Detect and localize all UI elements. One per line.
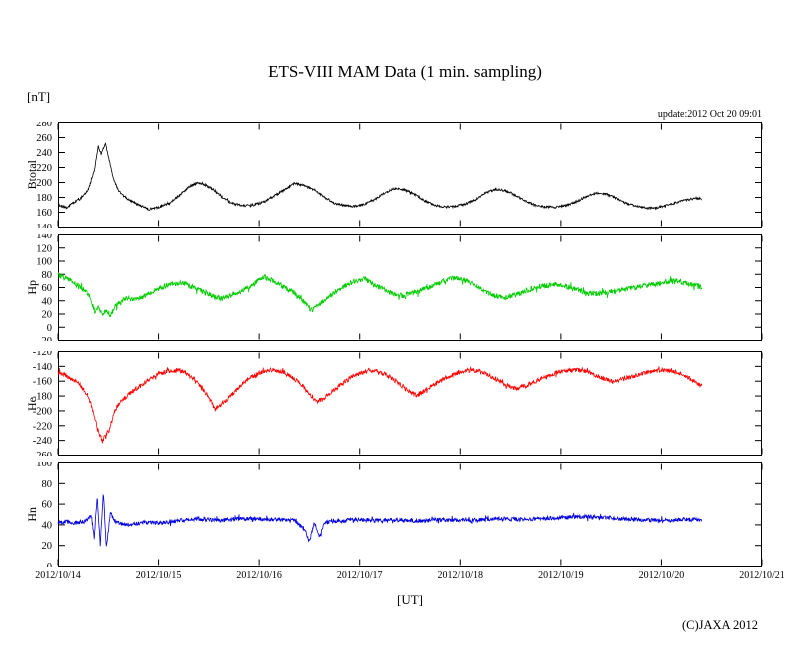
hn-plot: 0 20 40 60 80 100 xyxy=(36,462,763,567)
ylabel-hn: Hn xyxy=(24,507,39,522)
y-tick-label: 80 xyxy=(42,479,53,490)
ylabel-box-hp: Hp xyxy=(22,234,42,341)
x-tick-label: 2012/10/17 xyxy=(336,570,383,581)
y-tick-label: -220 xyxy=(33,421,52,432)
chart-title: ETS-VIII MAM Data (1 min. sampling) xyxy=(268,62,542,81)
y-tick-label: -120 xyxy=(33,351,52,358)
x-tick-label: 2012/10/15 xyxy=(135,570,182,581)
ylabel-he: He xyxy=(24,396,39,411)
x-tick-label: 2012/10/20 xyxy=(638,570,685,581)
y-tick-label: 140 xyxy=(36,223,52,228)
y-tick-label: 280 xyxy=(36,122,52,129)
unit-label: [nT] xyxy=(27,89,51,104)
ylabel-box-btotal: Btotal xyxy=(22,122,42,228)
y-tick-label: -140 xyxy=(33,362,52,373)
copyright-text: (C)JAXA 2012 xyxy=(681,618,758,632)
x-tick-label: 2012/10/18 xyxy=(437,570,484,581)
y-tick-label: -160 xyxy=(33,377,52,388)
hp-plot: -20 0 20 40 60 80 100 120 140 xyxy=(36,234,763,341)
x-tick-label: 2012/10/19 xyxy=(538,570,584,581)
panel-he: He -260 -240 -220 -200 -180 -160 -140 -120 xyxy=(0,351,810,456)
y-tick-label: -20 xyxy=(38,336,52,341)
y-tick-label: -200 xyxy=(33,406,52,417)
x-tick-label: 2012/10/21 xyxy=(739,570,785,581)
x-tick-label: 2012/10/16 xyxy=(236,570,282,581)
y-tick-label: 220 xyxy=(36,163,52,174)
update-timestamp: update:2012 Oct 20 09:01 xyxy=(657,109,762,120)
y-tick-label: 100 xyxy=(36,257,52,268)
y-tick-label: 180 xyxy=(36,193,52,204)
btotal-plot: 140 160 180 200 220 240 260 280 xyxy=(36,122,763,228)
y-tick-label: 0 xyxy=(47,323,52,334)
y-tick-label: 240 xyxy=(36,148,52,159)
ylabel-box-he: He xyxy=(22,351,42,456)
he-plot: -260 -240 -220 -200 -180 -160 -140 -120 xyxy=(33,351,763,456)
y-tick-label: 100 xyxy=(36,462,52,469)
y-tick-label: -180 xyxy=(33,392,52,403)
x-axis-tick-labels: 2012/10/14 2012/10/15 2012/10/16 2012/10/17… xyxy=(0,570,810,584)
panel-hp: Hp -20 0 20 40 60 80 100 120 140 xyxy=(0,234,810,341)
y-tick-label: 260 xyxy=(36,133,52,144)
y-tick-label: 40 xyxy=(42,296,53,307)
y-tick-label: 160 xyxy=(36,208,52,219)
y-tick-label: 200 xyxy=(36,178,52,189)
y-tick-label: -240 xyxy=(33,436,52,447)
y-tick-label: 0 xyxy=(47,562,52,567)
ylabel-btotal: Btotal xyxy=(24,160,39,190)
ylabel-hp: Hp xyxy=(24,280,39,295)
y-tick-label: 60 xyxy=(42,500,53,511)
y-tick-label: 40 xyxy=(42,520,53,531)
y-tick-label: 80 xyxy=(42,270,53,281)
y-tick-label: 140 xyxy=(36,234,52,241)
ylabel-box-hn: Hn xyxy=(22,462,42,567)
x-tick-label: 2012/10/14 xyxy=(35,570,81,581)
y-tick-label: 20 xyxy=(42,310,53,321)
y-tick-label: 60 xyxy=(42,283,53,294)
x-axis-label: [UT] xyxy=(397,592,423,607)
panel-hn: Hn 0 20 40 60 80 100 xyxy=(0,462,810,567)
y-tick-label: 20 xyxy=(42,541,53,552)
y-tick-label: -260 xyxy=(33,451,52,456)
panel-btotal: Btotal 140 160 180 200 220 240 260 280 xyxy=(0,122,810,228)
y-tick-label: 120 xyxy=(36,243,52,254)
